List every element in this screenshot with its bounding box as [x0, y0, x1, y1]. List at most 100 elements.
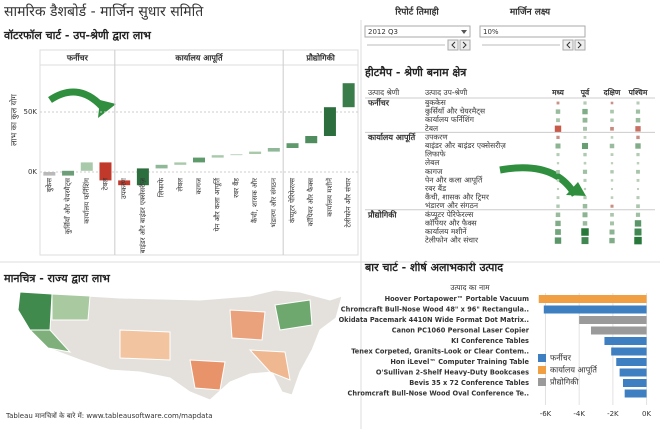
group-label: कार्यालय आपूर्ति [367, 132, 416, 143]
group-label: कार्यालय आपूर्ति [174, 53, 223, 64]
heat-cell [583, 135, 587, 139]
heat-cell [583, 178, 587, 182]
heat-cell [636, 204, 640, 209]
waterfall-bar [286, 143, 299, 148]
heat-cell [610, 170, 614, 174]
heat-cell [610, 221, 614, 226]
row-label: कागज [425, 167, 443, 176]
prev-button[interactable] [562, 39, 574, 51]
row-label: लिफाफे [425, 150, 446, 159]
heat-cell [610, 101, 614, 105]
heat-cell [582, 169, 588, 174]
heat-cell [636, 101, 640, 105]
state [17, 291, 53, 331]
heat-cell [610, 196, 614, 199]
x-tick-label: पेन और कला आपूर्ति [213, 177, 222, 231]
heat-cell [636, 196, 640, 200]
heat-cell [635, 143, 641, 149]
heat-cell [635, 117, 641, 123]
legend-swatch [538, 366, 546, 374]
x-tick-label: उपकरण [120, 177, 128, 199]
column-header: दक्षिण [603, 88, 621, 97]
control-value: 2012 Q3 [368, 28, 398, 36]
control-label: मार्जिन लक्ष्य [509, 6, 551, 18]
waterfall-bar [136, 168, 149, 186]
dropdown[interactable] [364, 25, 471, 38]
heat-cell [582, 108, 588, 115]
legend-label: फर्नीचर [550, 353, 572, 363]
heat-cell [581, 237, 589, 245]
group-label: प्रौद्योगिकी [367, 209, 397, 219]
heat-cell [635, 126, 641, 132]
heat-cell [556, 169, 560, 174]
heat-cell [582, 117, 588, 123]
state [229, 309, 266, 341]
bar-label: Hon iLevel™ Computer Training Table [390, 358, 529, 366]
heat-cell [610, 109, 614, 114]
column-header: उत्पाद का नाम [450, 283, 490, 292]
x-tick-label: बुकेस [44, 178, 53, 192]
state [189, 359, 226, 391]
bar [616, 358, 647, 366]
bar [611, 347, 647, 356]
bar [624, 389, 647, 398]
heat-cell [583, 161, 587, 165]
x-tick-label: लेबल [175, 178, 184, 192]
waterfall-bar [267, 148, 280, 152]
x-tick-label: -2K [607, 410, 619, 418]
row-label: भंडारण और संगठन [425, 201, 479, 210]
arrowhead [98, 100, 116, 118]
heat-cell [636, 135, 640, 140]
input[interactable] [479, 25, 586, 38]
heat-cell [582, 212, 588, 218]
x-tick-label: कार्यालय फर्निशिंग [82, 177, 91, 224]
row-label: पेन और कला आपूर्ति [425, 175, 483, 185]
bar [543, 305, 647, 314]
legend-label: प्रौद्योगिकी [550, 377, 579, 387]
heat-cell [636, 152, 640, 157]
control-value: 10% [483, 28, 499, 36]
bar-label: Hoover Portapower™ Portable Vacuum [385, 295, 530, 303]
heat-cell [610, 204, 614, 208]
heat-cell [610, 126, 614, 131]
state [274, 299, 313, 331]
heat-cell [555, 143, 561, 149]
plot-area [39, 49, 359, 256]
heat-cell [582, 221, 588, 226]
heat-cell [634, 236, 642, 245]
x-tick-label: कुर्सियाँ और चेयरमैट्स [63, 178, 72, 235]
next-button[interactable] [574, 39, 586, 51]
bar [579, 316, 647, 324]
heat-cell [635, 212, 641, 217]
heat-cell [610, 153, 614, 157]
row-label: कैंची, शासक और ट्रिमर [425, 193, 490, 202]
next-button[interactable] [459, 39, 471, 51]
heat-cell [610, 212, 614, 217]
heat-cell [610, 136, 614, 139]
waterfall-bar [323, 107, 336, 136]
prev-button[interactable] [447, 39, 459, 51]
arrowhead [566, 182, 586, 196]
heat-cell [556, 101, 560, 105]
arrow [499, 164, 579, 197]
heat-cell [556, 179, 560, 182]
waterfall-bar [305, 136, 318, 144]
section-title: मानचित्र - राज्य द्वारा लाभ [3, 271, 111, 285]
group-label: फर्नीचर [66, 53, 89, 63]
row-label: उपकरण [425, 132, 448, 141]
state [51, 293, 91, 321]
column-header: मध्य [551, 88, 564, 97]
quarter-control[interactable]: रिपोर्ट तिमाही 2012 Q3 [364, 6, 471, 51]
waterfall-bar [62, 170, 75, 176]
margin-control[interactable]: मार्जिन लक्ष्य 10% [479, 6, 586, 51]
us-map [17, 289, 343, 401]
bar [622, 379, 647, 387]
arrow [48, 88, 108, 113]
x-tick-label: कार्यालय मशीनें [325, 178, 334, 217]
y-axis-label: लाभ का कुल योग [9, 94, 20, 146]
heat-cell [581, 228, 589, 236]
x-tick-label: रबर बैंड [231, 178, 240, 198]
waterfall-bar [118, 180, 131, 186]
heat-cell [635, 109, 641, 114]
waterfall-bar [155, 164, 168, 169]
